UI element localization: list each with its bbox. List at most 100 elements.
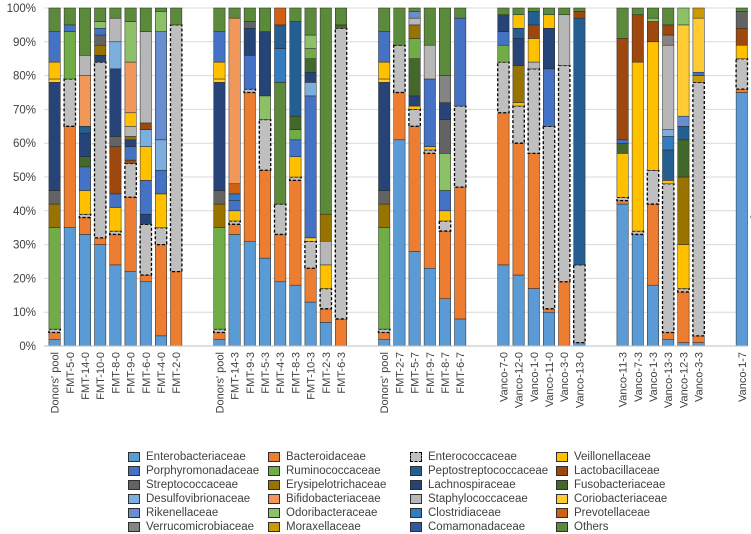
bar-segment-vanco-1-0-veillonellaceae bbox=[527, 38, 540, 63]
bar-segment-fmt-10-3-bacteroidaceae bbox=[304, 268, 317, 303]
bar-segment-vanco-1-3-veillonellaceae bbox=[647, 41, 659, 171]
bar-segment-fmt-5-7-ruminococcaceae bbox=[408, 38, 421, 59]
bar-segment-fmt-8-0-enterobacteriaceae bbox=[109, 264, 122, 347]
bar-segment-fmt-5-7-others bbox=[408, 7, 421, 12]
bar-segment-vanco-13-0-lactobacillaceae bbox=[573, 11, 586, 19]
bar-segment-vanco-13-3-enterococcaceae bbox=[661, 183, 675, 334]
legend-swatch bbox=[128, 507, 140, 518]
y-tick-label: 30% bbox=[13, 240, 36, 252]
bar-segment-fmt-8-0-veillonellaceae bbox=[109, 207, 122, 232]
x-tick-label-fmt-14-3: FMT-14-3 bbox=[230, 352, 242, 400]
bar-segment-vanco-1-3-odoribacteraceae bbox=[647, 17, 659, 22]
bar-segment-fmt-10-0-erysipelotrichaceae bbox=[94, 44, 107, 56]
bar-segment-vanco-7-0-ruminococcaceae bbox=[497, 44, 510, 63]
x-tick-label-fmt-9-7: FMT-9-7 bbox=[425, 352, 437, 394]
bar-segment-fmt-2-3-staphylococcaceae bbox=[319, 240, 332, 266]
bar-segment-fmt-14-0-lachnospiraceae bbox=[79, 132, 91, 157]
legend-swatch bbox=[410, 465, 422, 476]
legend-label: Enterobacteriaceae bbox=[146, 450, 246, 463]
bar-segment-fmt-9-3-enterococcaceae bbox=[243, 88, 257, 94]
x-tick-label-fmt-6-7: FMT-6-7 bbox=[455, 352, 467, 394]
bar-segment-vanco-11-0-enterococcaceae bbox=[542, 125, 556, 310]
bar-segment-vanco-3-0-enterococcaceae bbox=[557, 64, 571, 283]
bar-segment-fmt-14-3-others bbox=[228, 7, 241, 19]
legend-item-staphylococcaceae: Staphylococcaceae bbox=[410, 491, 528, 506]
bar-segment-fmt-6-3-others bbox=[335, 7, 347, 26]
bar-segment-vanco-1-7-enterobacteriaceae bbox=[735, 92, 748, 347]
bar-segment-fmt-9-0-veillonellaceae bbox=[124, 112, 137, 127]
bar-segment-vanco-7-0-bacteroidaceae bbox=[497, 112, 510, 266]
bar-segment-donors-pool-ruminococcaceae bbox=[48, 227, 61, 330]
bar-segment-fmt-9-3-streptococcaceae bbox=[243, 21, 256, 29]
x-tick-label-fmt-9-0: FMT-9-0 bbox=[126, 352, 138, 394]
bar-segment-vanco-12-0-enterobacteriaceae bbox=[512, 274, 525, 347]
legend-label: Bifidobacteriaceae bbox=[286, 492, 381, 505]
bar-segment-fmt-8-7-enterococcaceae bbox=[438, 220, 452, 232]
bar-segment-fmt-5-0-enterococcaceae bbox=[63, 78, 77, 127]
bar-segment-fmt-9-7-staphylococcaceae bbox=[423, 44, 436, 80]
bar-segment-fmt-9-3-bacteroidaceae bbox=[243, 92, 256, 242]
bar-segment-vanco-12-0-peptostreptococcaceae bbox=[512, 28, 525, 39]
bar-segment-fmt-4-3-clostridiaceae bbox=[274, 48, 287, 83]
bar-segment-fmt-8-0-others bbox=[109, 7, 122, 19]
bar-segment-vanco-11-0-veillonellaceae bbox=[543, 14, 555, 29]
legend-label: Erysipelotrichaceae bbox=[286, 478, 387, 491]
x-tick-label-fmt-8-0: FMT-8-0 bbox=[110, 352, 122, 394]
bar-segment-fmt-14-0-others bbox=[79, 7, 91, 56]
bar-segment-vanco-3-3-coriobacteriaceae bbox=[692, 17, 705, 73]
legend-item-bifidobacteriaceae: Bifidobacteriaceae bbox=[268, 491, 381, 506]
bar-segment-donors-pool-enterococcaceae bbox=[48, 328, 61, 334]
bar-segment-fmt-4-0-porphyromonadaceae bbox=[155, 169, 167, 195]
bar-segment-fmt-4-0-veillonellaceae bbox=[155, 193, 167, 228]
legend-label: Staphylococcaceae bbox=[428, 492, 528, 505]
bar-segment-fmt-14-3-enterobacteriaceae bbox=[228, 234, 241, 347]
x-tick-label-fmt-10-3: FMT-10-3 bbox=[306, 352, 318, 400]
bar-segment-fmt-6-0-staphylococcaceae bbox=[139, 31, 152, 124]
legend-label: Lachnospiraceae bbox=[428, 478, 516, 491]
bar-segment-fmt-6-3-fusobacteriaceae bbox=[335, 24, 347, 29]
legend-label: Fusobacteriaceae bbox=[574, 478, 666, 491]
bar-segment-fmt-5-7-rikenellaceae bbox=[408, 11, 421, 19]
bar-segment-fmt-4-0-desulfovibrionaceae bbox=[155, 139, 167, 171]
bar-segment-fmt-9-0-bifidobacteriaceae bbox=[124, 61, 137, 114]
bar-segment-fmt-5-0-ruminococcaceae bbox=[63, 31, 76, 80]
legend-swatch bbox=[268, 465, 280, 476]
legend-item-enterococcaceae: Enterococcaceae bbox=[410, 449, 517, 464]
bar-segment-vanco-13-3-bacteroidaceae bbox=[662, 332, 675, 340]
bar-segment-fmt-14-3-prevotellaceae bbox=[228, 183, 241, 195]
bar-segment-fmt-9-0-staphylococcaceae bbox=[124, 126, 137, 137]
bar-segment-vanco-3-3-bacteroidaceae bbox=[692, 335, 705, 343]
bar-segment-vanco-1-7-enterococcaceae bbox=[735, 58, 749, 90]
x-tick-label-donors-pool: Donors' pool bbox=[379, 352, 391, 413]
legend-label: Ruminococcaceae bbox=[286, 464, 381, 477]
bar-segment-vanco-1-0-enterococcaceae bbox=[527, 68, 541, 154]
x-tick-label-fmt-6-3: FMT-6-3 bbox=[336, 352, 348, 394]
legend-item-bacteroidaceae: Bacteroidaceae bbox=[268, 449, 366, 464]
legend-item-enterobacteriaceae: Enterobacteriaceae bbox=[128, 449, 246, 464]
bar-segment-vanco-13-3-clostridiaceae bbox=[662, 136, 675, 151]
legend-label: Verrucomicrobiaceae bbox=[146, 520, 255, 533]
bar-segment-vanco-13-3-veillonellaceae bbox=[662, 180, 675, 185]
x-tick-label-vanco-1-0: Vanco-1-0 bbox=[529, 352, 541, 402]
bar-segment-vanco-3-0-staphylococcaceae bbox=[558, 14, 571, 66]
x-tick-label-fmt-8-3: FMT-8-3 bbox=[290, 352, 302, 394]
bar-segment-donors-pool-bacteroidaceae bbox=[378, 332, 391, 340]
legend-swatch bbox=[268, 479, 280, 490]
bar-segment-fmt-14-3-porphyromonadaceae bbox=[228, 200, 241, 212]
legend-item-peptostreptococcaceae: Peptostreptococcaceae bbox=[410, 463, 548, 478]
bar-segment-fmt-5-0-bacteroidaceae bbox=[63, 126, 76, 228]
legend-item-porphyromonadaceae: Porphyromonadaceae bbox=[128, 463, 259, 478]
bar-segment-fmt-5-3-enterobacteriaceae bbox=[259, 257, 271, 347]
bar-segment-vanco-3-3-porphyromonadaceae bbox=[692, 71, 705, 76]
x-tick-label-fmt-5-7: FMT-5-7 bbox=[410, 352, 422, 394]
bar-segment-fmt-8-3-enterobacteriaceae bbox=[289, 284, 302, 347]
bar-segment-vanco-12-0-veillonellaceae bbox=[512, 14, 525, 29]
bar-segment-fmt-10-0-enterococcaceae bbox=[93, 61, 107, 239]
bar-segment-vanco-13-0-others bbox=[573, 7, 586, 12]
bar-segment-vanco-12-3-rikenellaceae bbox=[677, 115, 690, 127]
bar-segment-fmt-14-3-veillonellaceae bbox=[228, 210, 241, 222]
bar-segment-fmt-6-0-enterococcaceae bbox=[139, 223, 153, 276]
bar-segment-fmt-6-7-porphyromonadaceae bbox=[454, 17, 467, 107]
y-tick-label: 90% bbox=[13, 37, 36, 49]
bar-segment-vanco-12-3-odoribacteraceae bbox=[677, 7, 690, 26]
